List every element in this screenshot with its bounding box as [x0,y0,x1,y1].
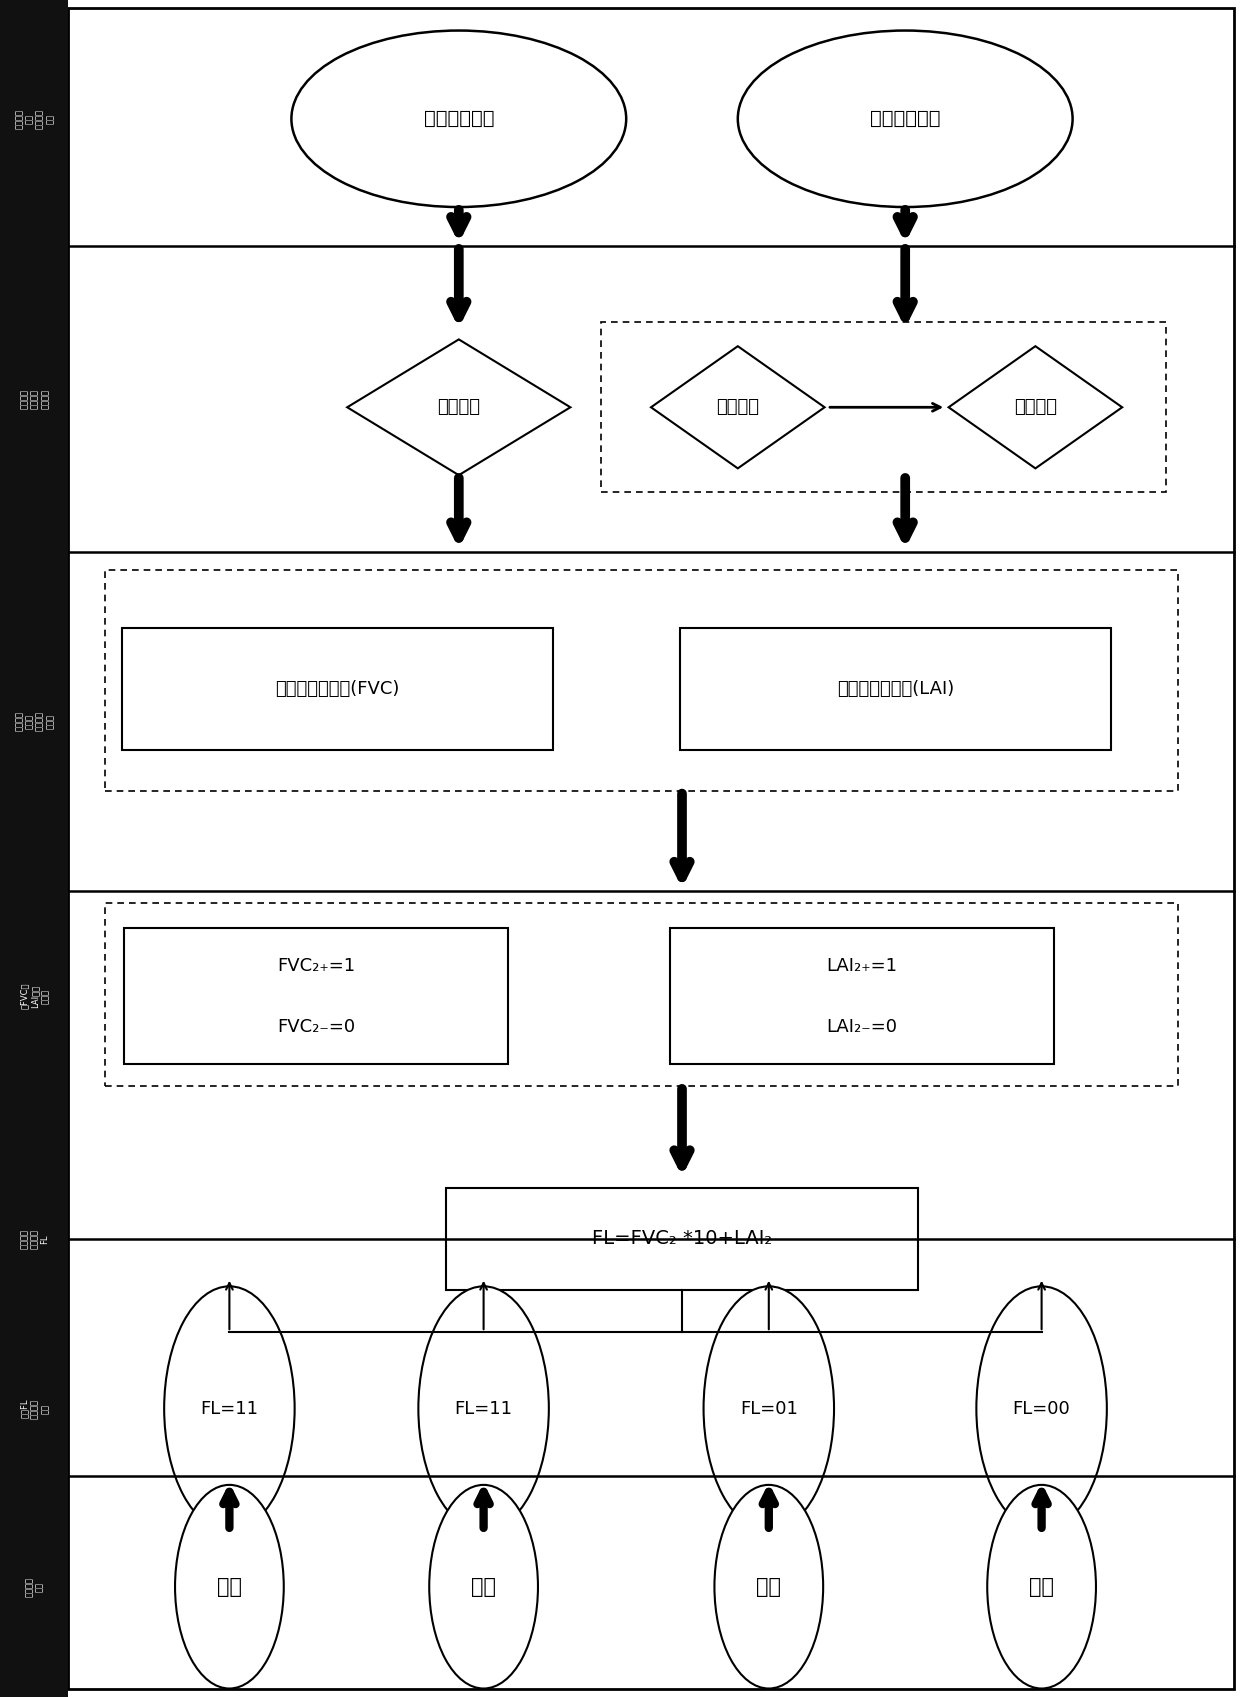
Text: 投影转换: 投影转换 [438,399,480,416]
Text: FL=FVC₂ *10+LAI₂: FL=FVC₂ *10+LAI₂ [591,1229,773,1249]
Ellipse shape [987,1485,1096,1689]
Text: 投影转换
辐射定标
大气校正: 投影转换 辐射定标 大气校正 [20,389,50,409]
Ellipse shape [164,1286,295,1531]
Ellipse shape [175,1485,284,1689]
Ellipse shape [429,1485,538,1689]
Text: 大气校正: 大气校正 [1014,399,1056,416]
Text: 多源影像数据: 多源影像数据 [870,109,940,129]
Text: FVC₂₊=1: FVC₂₊=1 [277,957,356,974]
Text: LAI₂₋=0: LAI₂₋=0 [826,1018,898,1035]
Text: FL=00: FL=00 [1013,1400,1070,1417]
Text: 最终分级
结果: 最终分级 结果 [25,1577,45,1597]
Text: 计算植被覆盖度(FVC): 计算植被覆盖度(FVC) [275,680,399,697]
Bar [124,928,508,1064]
Text: 计算叶面积指数(LAI): 计算叶面积指数(LAI) [837,680,954,697]
Ellipse shape [291,31,626,207]
Bar [0,0,68,1697]
Text: 植被指数
产品
多源影像
数据: 植被指数 产品 多源影像 数据 [15,109,55,129]
Text: 对FVC和
LAI进行
二值化: 对FVC和 LAI进行 二值化 [20,983,50,1010]
Bar [105,570,1178,791]
Polygon shape [347,339,570,475]
Bar [680,628,1111,750]
Text: 植被指数产品: 植被指数产品 [424,109,494,129]
Polygon shape [949,346,1122,468]
Ellipse shape [418,1286,549,1531]
Bar [670,928,1054,1064]
Text: 辐射定标: 辐射定标 [717,399,759,416]
Text: FL=11: FL=11 [455,1400,512,1417]
Bar [446,1188,918,1290]
Ellipse shape [738,31,1073,207]
Text: 一级: 一级 [217,1577,242,1597]
Text: 根据FL
判断效果
分级: 根据FL 判断效果 分级 [20,1398,50,1419]
Text: 计算植被
覆盖度
计算叶面
积指数: 计算植被 覆盖度 计算叶面 积指数 [15,711,55,731]
Ellipse shape [976,1286,1107,1531]
Text: 计算综合
评价指标
FL: 计算综合 评价指标 FL [20,1229,50,1249]
Ellipse shape [703,1286,835,1531]
Text: FVC₂₋=0: FVC₂₋=0 [277,1018,356,1035]
Text: 三级: 三级 [756,1577,781,1597]
Bar [601,322,1166,492]
Bar [122,628,553,750]
Text: LAI₂₊=1: LAI₂₊=1 [826,957,898,974]
Text: FL=01: FL=01 [740,1400,797,1417]
Text: FL=11: FL=11 [201,1400,258,1417]
Text: 四级: 四级 [1029,1577,1054,1597]
Ellipse shape [714,1485,823,1689]
Polygon shape [651,346,825,468]
Text: 二级: 二级 [471,1577,496,1597]
Bar [105,903,1178,1086]
